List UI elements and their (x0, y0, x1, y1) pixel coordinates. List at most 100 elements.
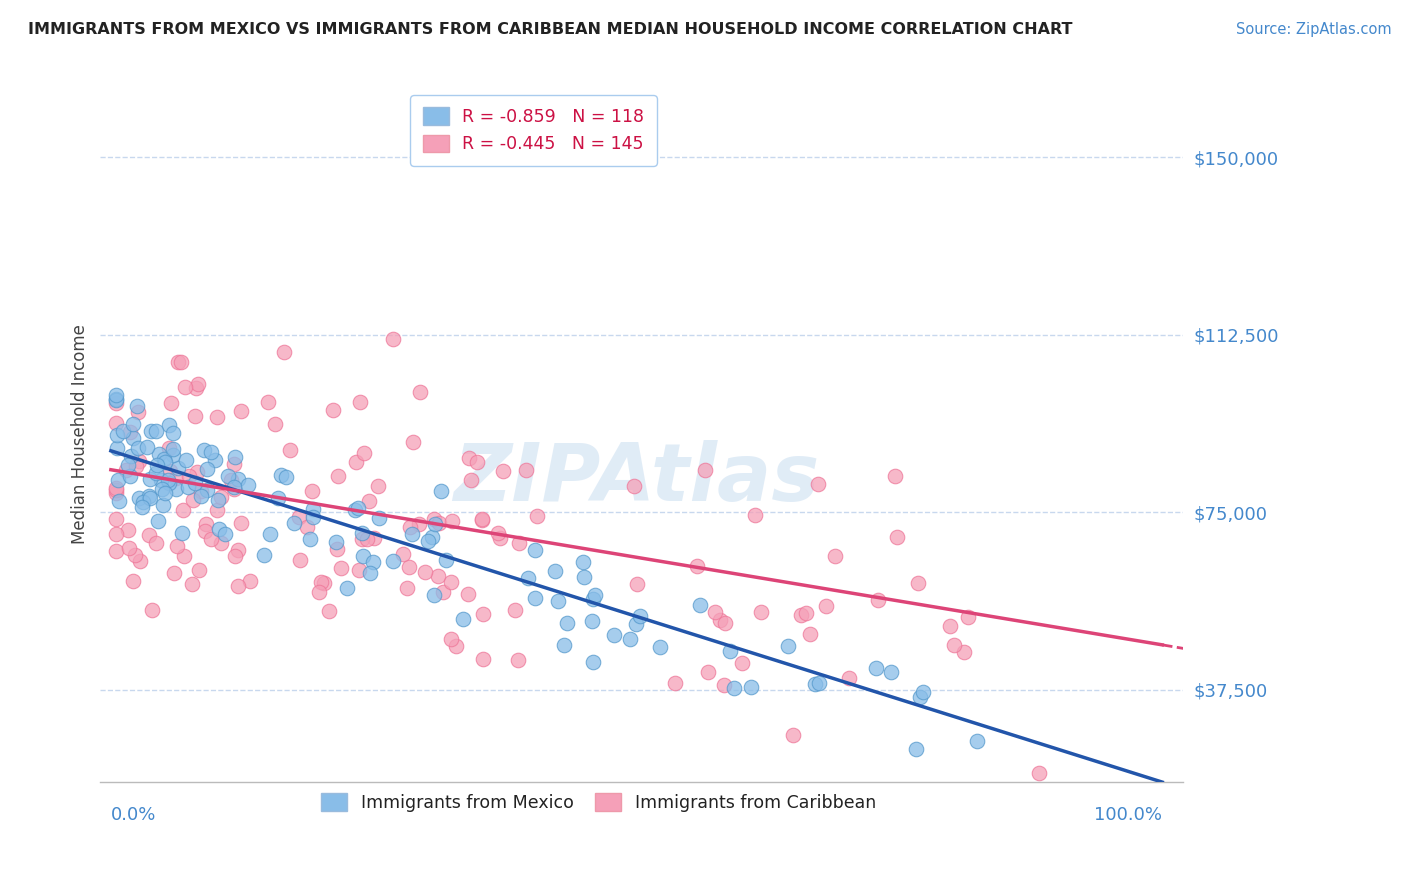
Point (686, 559, 709, 574)
Point (815, 599, 838, 613)
Point (148, 447, 170, 461)
Point (326, 469, 349, 483)
Text: 0.0%: 0.0% (111, 805, 156, 824)
Point (145, 536, 167, 550)
Point (966, 734, 988, 748)
Point (347, 563, 370, 577)
Point (165, 471, 187, 485)
Point (209, 536, 232, 550)
Point (231, 404, 253, 418)
Point (222, 482, 245, 496)
Point (105, 486, 128, 500)
Point (718, 644, 741, 658)
Point (190, 489, 212, 503)
Point (105, 512, 128, 526)
Point (165, 482, 187, 496)
Point (523, 591, 546, 605)
Point (122, 431, 145, 445)
Point (166, 461, 188, 475)
Point (131, 495, 153, 509)
Text: 100.0%: 100.0% (1094, 805, 1163, 824)
Point (782, 728, 804, 742)
Point (226, 579, 249, 593)
Point (257, 394, 280, 409)
Point (884, 468, 907, 483)
Point (124, 548, 146, 562)
Point (422, 512, 444, 526)
Point (195, 483, 218, 497)
Point (159, 396, 181, 410)
Point (162, 566, 184, 581)
Point (581, 614, 603, 628)
Point (214, 527, 236, 541)
Point (505, 603, 527, 617)
Point (309, 575, 332, 590)
Point (807, 477, 830, 491)
Point (187, 377, 209, 392)
Point (127, 399, 149, 413)
Point (416, 534, 439, 549)
Point (553, 639, 575, 653)
Point (413, 565, 436, 579)
Point (122, 574, 145, 588)
Point (907, 576, 929, 591)
Point (194, 524, 217, 539)
Point (105, 428, 128, 442)
Point (174, 380, 197, 394)
Point (208, 522, 231, 536)
Legend: Immigrants from Mexico, Immigrants from Caribbean: Immigrants from Mexico, Immigrants from … (311, 782, 886, 822)
Point (343, 502, 366, 516)
Point (547, 594, 569, 608)
Point (128, 454, 150, 468)
Point (105, 416, 128, 430)
Text: Source: ZipAtlas.com: Source: ZipAtlas.com (1236, 22, 1392, 37)
Point (204, 453, 226, 467)
Point (423, 516, 446, 531)
Point (207, 493, 229, 508)
Point (392, 547, 415, 561)
Point (402, 434, 425, 449)
Point (347, 501, 370, 516)
Point (776, 639, 799, 653)
Point (197, 461, 219, 475)
Point (957, 609, 980, 624)
Point (222, 480, 245, 494)
Point (807, 676, 830, 690)
Point (603, 627, 626, 641)
Point (157, 476, 180, 491)
Point (173, 549, 195, 563)
Point (105, 527, 128, 541)
Point (318, 604, 340, 618)
Point (804, 677, 827, 691)
Point (146, 514, 169, 528)
Point (465, 455, 488, 469)
Point (312, 575, 335, 590)
Point (544, 564, 567, 578)
Point (460, 473, 482, 487)
Point (350, 532, 373, 546)
Point (180, 577, 202, 591)
Point (138, 527, 160, 541)
Point (181, 492, 204, 507)
Point (359, 566, 381, 580)
Point (150, 473, 173, 487)
Point (156, 473, 179, 487)
Point (526, 508, 548, 523)
Point (664, 675, 686, 690)
Point (120, 450, 142, 464)
Point (367, 479, 389, 493)
Point (471, 512, 494, 526)
Point (159, 464, 181, 478)
Point (124, 458, 146, 473)
Point (117, 523, 139, 537)
Point (115, 463, 138, 477)
Point (349, 395, 371, 409)
Point (626, 577, 648, 591)
Point (224, 549, 246, 563)
Point (301, 509, 323, 524)
Text: IMMIGRANTS FROM MEXICO VS IMMIGRANTS FROM CARIBBEAN MEDIAN HOUSEHOLD INCOME CORR: IMMIGRANTS FROM MEXICO VS IMMIGRANTS FRO… (28, 22, 1073, 37)
Point (516, 571, 538, 585)
Point (136, 440, 159, 454)
Point (440, 575, 463, 590)
Point (886, 531, 908, 545)
